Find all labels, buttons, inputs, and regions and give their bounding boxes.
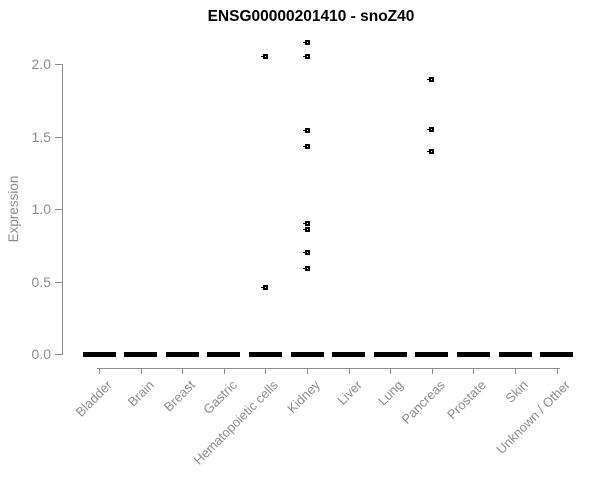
x-axis-tick <box>182 368 184 374</box>
median-bar <box>290 352 324 357</box>
data-point <box>302 54 310 60</box>
x-axis-tick <box>307 368 308 374</box>
data-point <box>302 226 310 232</box>
median-bar <box>498 352 532 357</box>
data-point <box>302 39 310 45</box>
y-axis-tick <box>55 136 62 138</box>
data-point <box>302 250 310 255</box>
data-point <box>427 126 435 132</box>
data-point <box>260 284 268 290</box>
median-bar <box>373 352 407 357</box>
y-axis-line <box>62 64 63 355</box>
y-axis-tick-label: 2.0 <box>31 56 51 72</box>
data-point <box>260 54 268 60</box>
y-axis-tick <box>55 281 62 283</box>
x-axis-tick <box>431 368 433 374</box>
y-axis-tick <box>55 354 62 355</box>
x-axis-line <box>97 368 560 369</box>
median-bar <box>124 352 158 357</box>
x-axis-tick-label: Unknown / Other <box>492 377 573 457</box>
median-bar <box>415 352 449 357</box>
data-point <box>302 265 310 271</box>
x-axis-tick <box>265 368 267 374</box>
median-bar <box>540 352 574 357</box>
data-point <box>427 148 435 154</box>
data-point <box>302 221 310 226</box>
data-point <box>302 144 310 150</box>
x-axis-tick <box>140 368 142 374</box>
x-axis-tick <box>223 368 225 374</box>
y-axis-tick-label: 1.5 <box>31 128 51 145</box>
median-bar <box>248 352 282 357</box>
y-axis-tick <box>55 209 62 210</box>
data-point <box>427 77 435 83</box>
y-axis-tick-label: 0.0 <box>31 346 51 362</box>
median-bar <box>456 352 490 357</box>
x-axis-tick <box>515 368 516 374</box>
median-bar <box>207 352 241 357</box>
data-point <box>302 128 310 134</box>
x-axis-tick <box>99 368 100 374</box>
median-bar <box>82 352 116 357</box>
y-axis-tick-label: 1.0 <box>31 201 51 217</box>
x-axis-tick <box>390 368 392 374</box>
chart-title: ENSG00000201410 - snoZ40 <box>207 8 415 25</box>
median-bar <box>332 352 366 357</box>
x-axis-tick <box>556 368 558 374</box>
x-axis-tick <box>348 368 350 374</box>
y-axis-tick-label: 0.5 <box>31 273 51 290</box>
x-axis-tick <box>473 368 475 374</box>
median-bar <box>165 352 199 357</box>
y-axis-tick <box>55 64 62 65</box>
